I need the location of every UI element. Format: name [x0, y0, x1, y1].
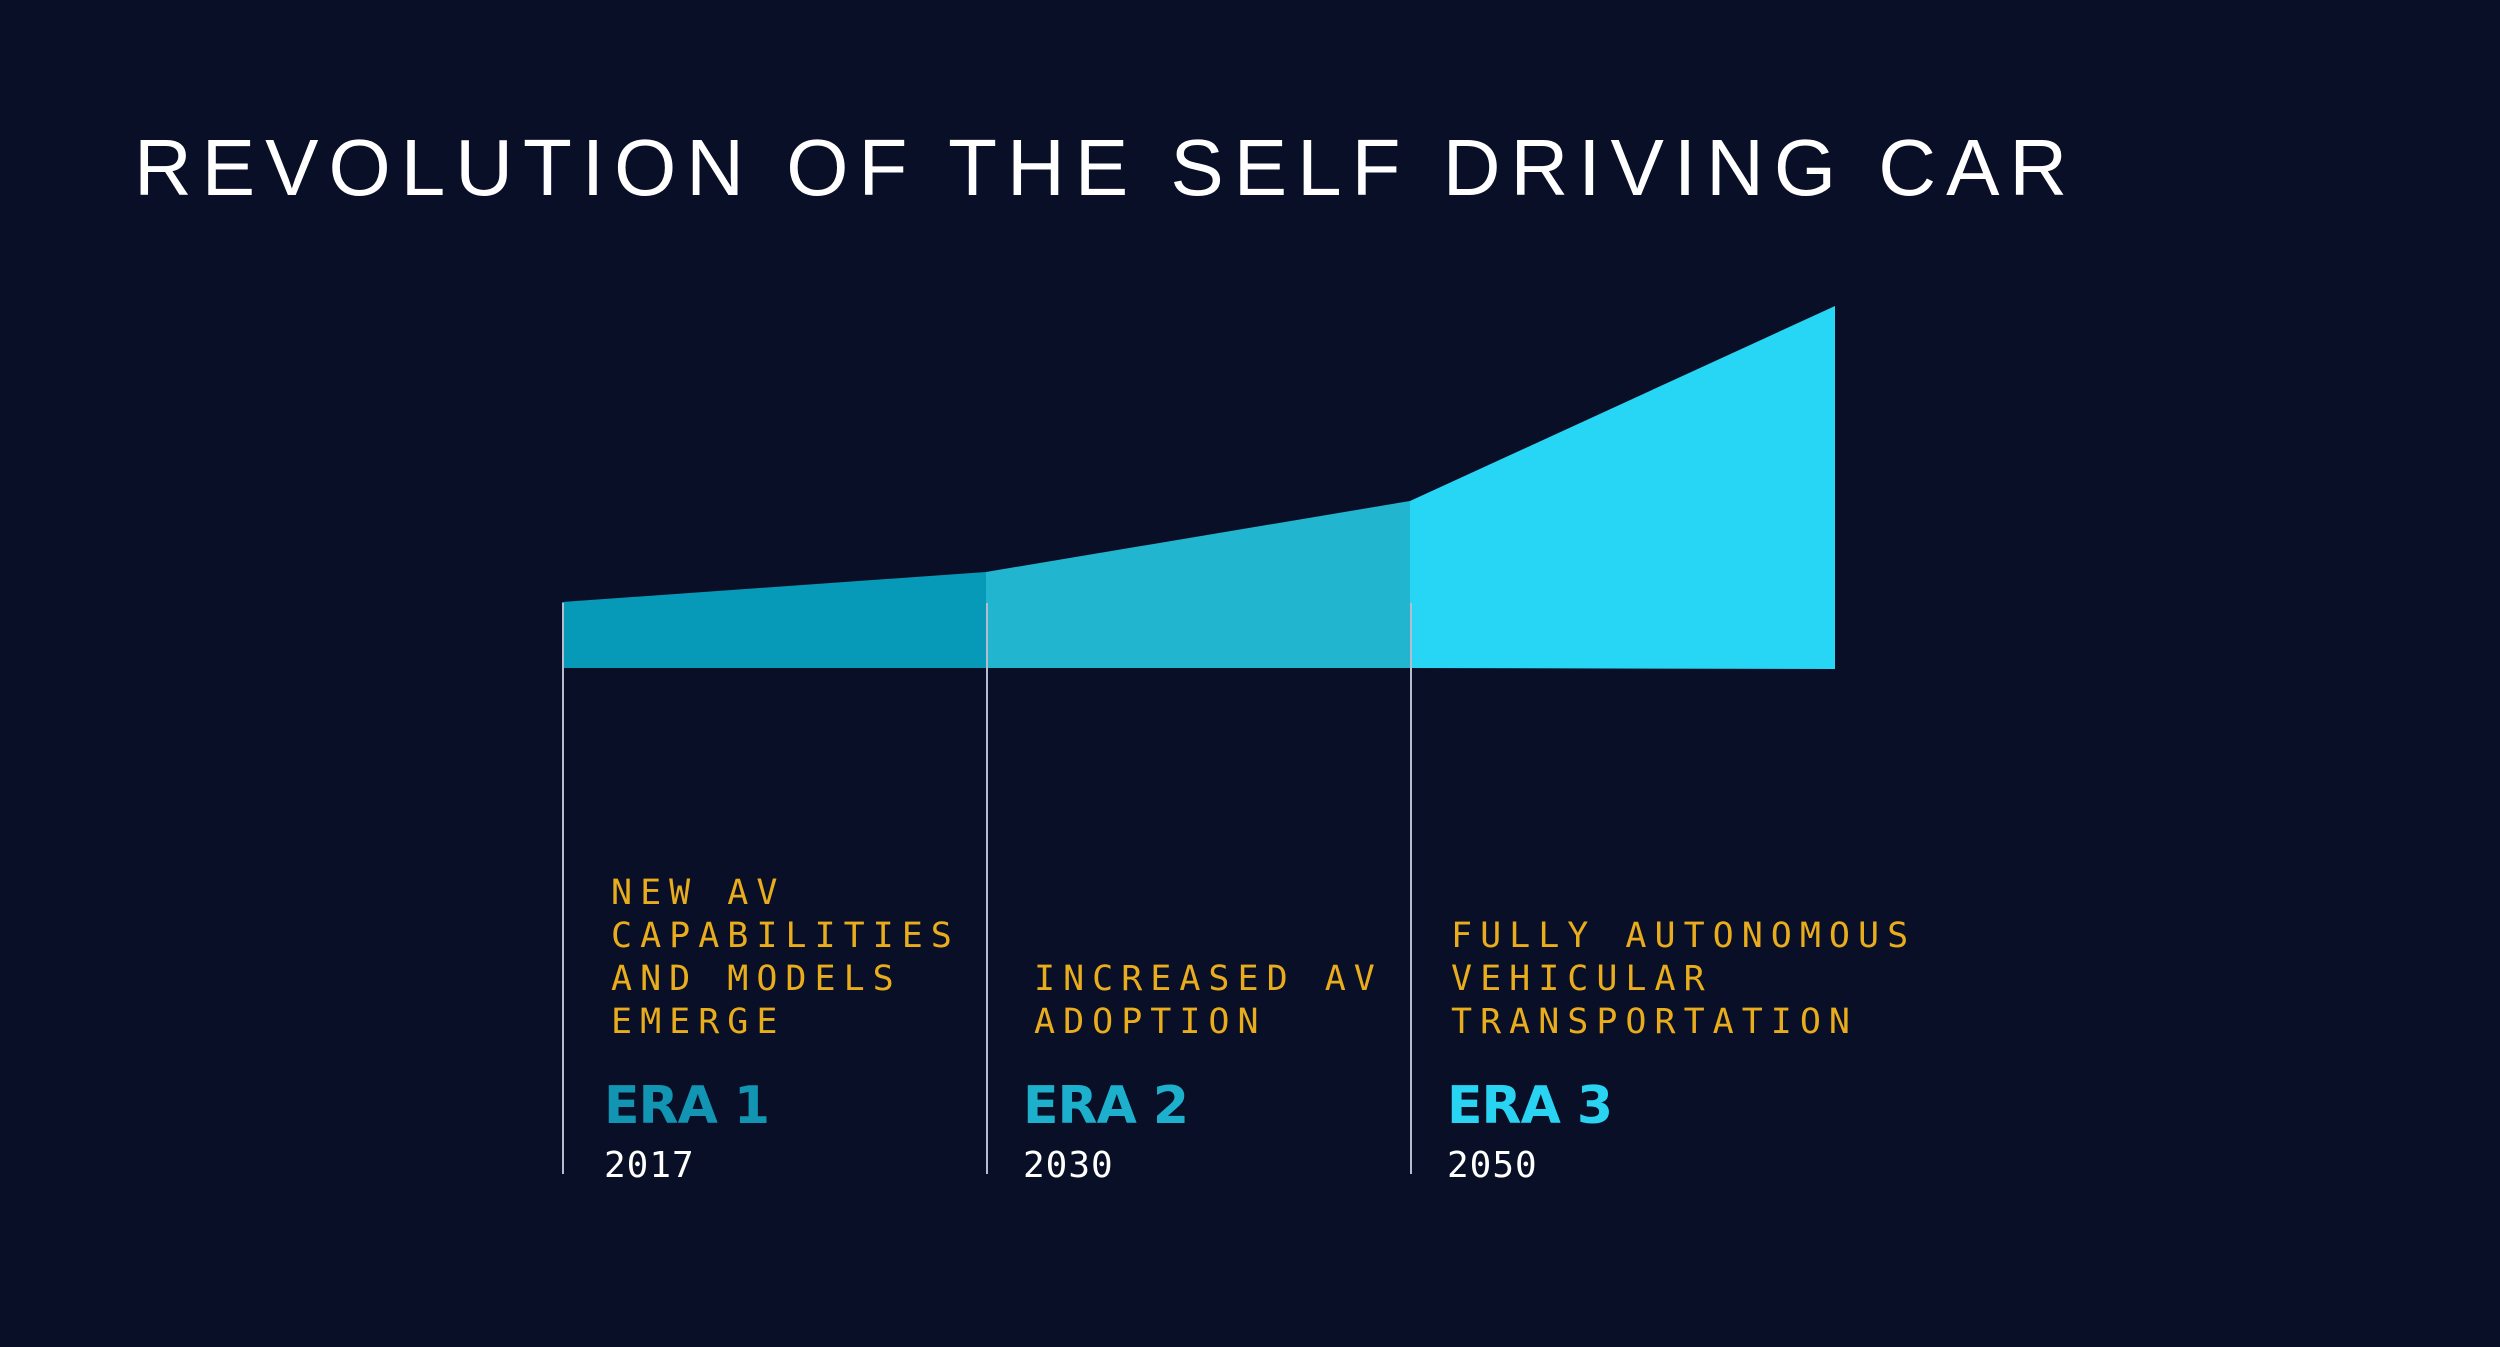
era-3-divider	[1410, 603, 1412, 1174]
era-2-description: INCREASED AV ADOPTION	[1034, 959, 1383, 1042]
era-1-divider	[562, 603, 564, 1174]
era-2-year: 2030	[1023, 1145, 1114, 1186]
era-2-segment	[986, 501, 1410, 668]
era-3-label: ERA 3	[1447, 1076, 1613, 1136]
era-1-label: ERA 1	[604, 1076, 770, 1136]
era-3-year: 2050	[1447, 1145, 1538, 1186]
era-2-divider	[986, 603, 988, 1174]
page-title: REVOLUTION OF THE SELF DRIVING CAR	[134, 123, 2078, 212]
era-1-description: NEW AV CAPABILITIES AND MODELS EMERGE	[611, 873, 960, 1042]
era-1-segment	[562, 572, 986, 668]
era-3-description: FULLY AUTONOMOUS VEHICULAR TRANSPORTATIO…	[1451, 916, 1917, 1042]
era-1-year: 2017	[604, 1145, 695, 1186]
era-3-segment	[1410, 306, 1835, 669]
era-2-label: ERA 2	[1023, 1076, 1189, 1136]
